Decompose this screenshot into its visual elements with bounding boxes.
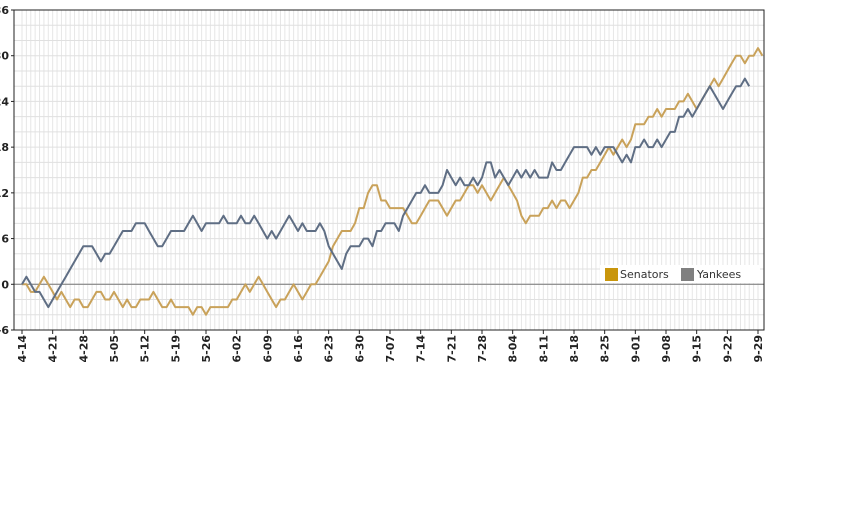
legend-swatch-senators <box>605 268 618 281</box>
x-tick-label: 7-21 <box>445 335 458 363</box>
y-tick-label: 24 <box>0 95 9 108</box>
yankees-line <box>21 77 751 309</box>
x-tick-label: 8-11 <box>537 335 550 363</box>
y-tick-label: 6 <box>1 233 9 246</box>
y-axis-ticks: -6 0 6 12 18 24 30 36 <box>0 4 14 337</box>
x-tick-label: 9-22 <box>721 335 734 363</box>
legend: Senators Yankees <box>600 265 760 283</box>
x-tick-label: 6-02 <box>231 335 244 363</box>
x-tick-label: 5-12 <box>139 335 152 363</box>
x-tick-label: 4-14 <box>16 335 29 363</box>
x-tick-label: 6-30 <box>353 335 366 363</box>
y-tick-label: 18 <box>0 141 9 154</box>
y-tick-label: -6 <box>0 324 9 337</box>
x-tick-label: 7-28 <box>476 335 489 363</box>
x-tick-label: 6-16 <box>292 335 305 363</box>
x-tick-label: 4-21 <box>47 335 60 363</box>
senators-line <box>22 47 764 316</box>
y-tick-label: 12 <box>0 187 9 200</box>
x-tick-label: 8-04 <box>507 335 520 363</box>
x-tick-label: 6-09 <box>261 335 274 363</box>
x-tick-label: 5-26 <box>200 335 213 363</box>
legend-background <box>600 265 760 283</box>
y-tick-label: 0 <box>1 278 9 291</box>
x-tick-label: 9-01 <box>629 335 642 363</box>
x-tick-label: 9-08 <box>660 335 673 363</box>
y-tick-label: 36 <box>0 4 9 17</box>
x-tick-label: 5-19 <box>169 335 182 363</box>
legend-label-senators: Senators <box>620 268 669 281</box>
x-tick-label: 7-14 <box>415 335 428 363</box>
x-tick-label: 9-15 <box>691 335 704 363</box>
x-tick-label: 4-28 <box>77 335 90 363</box>
x-tick-label: 8-25 <box>599 335 612 363</box>
x-tick-label: 6-23 <box>323 335 336 363</box>
legend-label-yankees: Yankees <box>696 268 741 281</box>
x-tick-label: 9-29 <box>752 335 765 363</box>
x-tick-label: 8-18 <box>568 335 581 363</box>
plot-frame <box>13 9 765 331</box>
series-lines <box>21 47 764 316</box>
y-tick-label: 30 <box>0 50 9 63</box>
x-tick-label: 7-07 <box>384 335 397 363</box>
legend-swatch-yankees <box>681 268 694 281</box>
x-axis-ticks: 4-14 4-21 4-28 5-05 5-12 5-19 5-26 6-02 6-09 6-16… <box>16 330 765 363</box>
x-tick-label: 5-05 <box>108 335 121 363</box>
